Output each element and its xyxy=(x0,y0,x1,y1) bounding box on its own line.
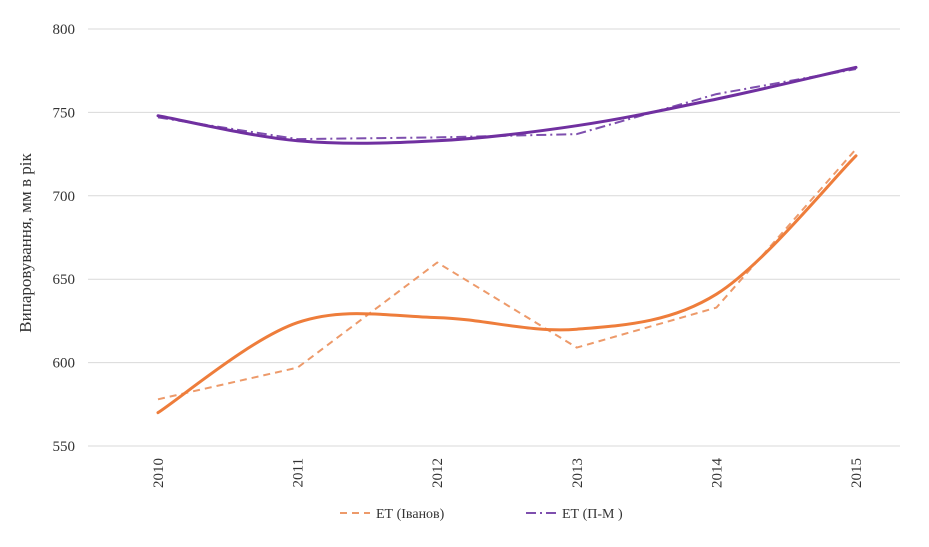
series-line-2 xyxy=(157,68,857,141)
x-tick-label: 2015 xyxy=(849,458,865,488)
y-tick-label: 600 xyxy=(53,356,76,372)
y-axis-label: Випаровування, мм в рік xyxy=(16,153,35,333)
x-tick-label: 2010 xyxy=(151,458,167,488)
series-line-3 xyxy=(156,65,858,145)
x-tick-label: 2011 xyxy=(291,458,307,487)
legend: ЕТ (Іванов) ЕТ (П-М ) xyxy=(340,507,623,522)
y-tick-labels: 550 600 650 700 750 800 xyxy=(53,22,76,455)
series-lines xyxy=(156,65,858,415)
legend-label: ЕТ (П-М ) xyxy=(562,507,623,522)
series-line-1 xyxy=(156,154,858,415)
y-tick-label: 750 xyxy=(53,105,76,121)
y-tick-label: 550 xyxy=(53,439,76,455)
y-tick-label: 700 xyxy=(53,189,76,205)
x-tick-label: 2014 xyxy=(709,458,725,489)
legend-label: ЕТ (Іванов) xyxy=(376,507,445,522)
y-tick-label: 800 xyxy=(53,22,76,38)
x-tick-label: 2012 xyxy=(430,458,446,488)
x-tick-label: 2013 xyxy=(570,458,586,488)
x-tick-labels: 2010 2011 2012 2013 2014 2015 xyxy=(151,458,865,489)
series-line-0 xyxy=(157,148,857,401)
gridlines xyxy=(88,28,900,447)
y-tick-label: 650 xyxy=(53,272,76,288)
